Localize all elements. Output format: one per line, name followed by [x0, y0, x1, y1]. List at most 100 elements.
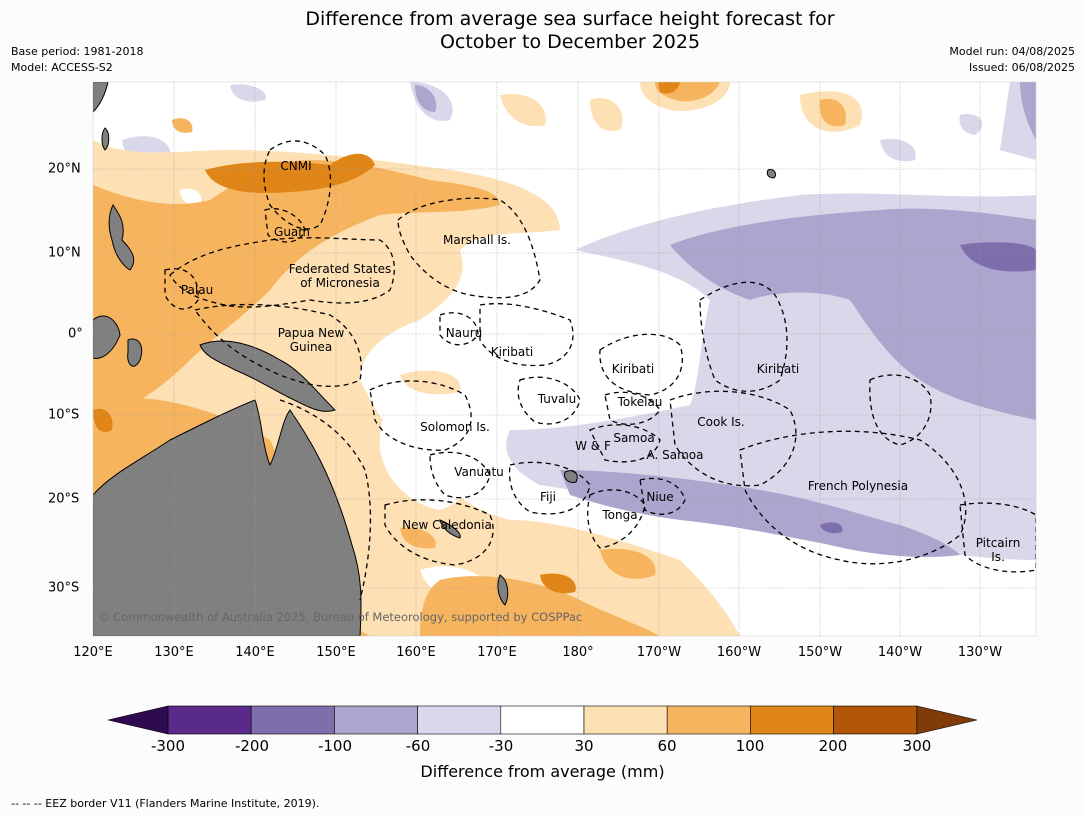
eez-fiji: [508, 461, 591, 515]
anomaly-light-orange: [400, 370, 461, 395]
eez-boundaries: [164, 140, 1036, 601]
region-palau: Palau: [180, 283, 214, 297]
region-nauru: Nauru: [445, 326, 483, 340]
region-cnmi: CNMI: [280, 159, 312, 173]
land-philippines: [108, 204, 135, 271]
meta-right: Model run: 04/08/2025 Issued: 06/08/2025: [949, 44, 1075, 76]
region-tokelau: Tokelau: [617, 395, 663, 409]
anomaly-medium-orange: [600, 548, 656, 579]
eez-niue: [639, 477, 686, 515]
region-solomon-islands: Solomon Is.: [420, 420, 490, 434]
colorbar-tick: 30: [574, 737, 594, 755]
land-australia: [93, 399, 362, 636]
lon-label: 140°W: [877, 645, 923, 660]
graticule: [93, 82, 1036, 636]
region-vanuatu: Vanuatu: [454, 465, 504, 479]
eez-solomon: [369, 380, 472, 451]
eez-fsm: [169, 237, 395, 308]
lat-label: 0°: [68, 326, 83, 342]
anomaly-light-orange: [500, 94, 546, 126]
lon-label: 160°W: [716, 645, 762, 660]
anomaly-light-purple: [880, 138, 916, 162]
anomaly-medium-purple: [670, 208, 1036, 420]
region-marshall-islands: Marshall Is.: [443, 233, 511, 247]
region-wallis-futuna: W & F: [575, 439, 611, 453]
colorbar-tick: 200: [818, 737, 848, 755]
anomaly-medium-purple: [415, 85, 437, 112]
lat-label: 30°S: [48, 580, 80, 596]
lon-label: 150°E: [316, 645, 356, 660]
region-micronesia: Federated States of Micronesia: [289, 262, 391, 290]
region-papua-new-guinea: Papua New Guinea: [278, 326, 345, 354]
colorbar-swatch: [583, 705, 668, 735]
lat-label: 20°S: [48, 491, 80, 507]
anomaly-dark-purple: [960, 242, 1036, 272]
anomaly-light-orange: [590, 98, 623, 131]
colorbar-tick: 60: [657, 737, 677, 755]
region-png-line-2: Guinea: [289, 340, 333, 354]
eez-tuvalu: [517, 376, 581, 425]
title-line-2: October to December 2025: [439, 31, 701, 53]
colorbar-swatch: [833, 705, 918, 735]
eez-kiribati-c: [599, 333, 683, 396]
land-new-guinea: [199, 340, 336, 412]
anomaly-medium-orange: [172, 118, 193, 133]
colorbar-swatch: [334, 705, 418, 735]
anomaly-medium-orange: [400, 527, 436, 549]
eez-footnote: -- -- -- EEZ border V11 (Flanders Marine…: [11, 797, 320, 810]
eez-kiribati-w: [479, 303, 574, 367]
region-kiribati-west: Kiribati: [490, 345, 534, 359]
region-kiribati-east: Kiribati: [756, 362, 800, 376]
land-hawaii: [766, 169, 777, 179]
lon-label: 180°: [562, 645, 594, 660]
map-title: Difference from average sea surface heig…: [0, 8, 1085, 54]
lat-label: 10°S: [48, 407, 80, 423]
lon-label: 170°W: [636, 645, 682, 660]
anomaly-light-purple: [959, 114, 983, 135]
region-cook-islands: Cook Is.: [697, 415, 745, 429]
title-line-1: Difference from average sea surface heig…: [305, 8, 835, 30]
anomaly-dark-orange: [205, 153, 375, 193]
meta-left: Base period: 1981-2018 Model: ACCESS-S2: [11, 44, 143, 76]
map-frame: [92, 81, 1037, 637]
lon-label: 170°E: [477, 645, 517, 660]
eez-palau: [164, 268, 199, 310]
anomaly-dark-orange: [93, 408, 113, 433]
colorbar-over-arrow: [916, 705, 978, 735]
region-french-polynesia: French Polynesia: [807, 479, 909, 493]
copyright-notice: © Commonwealth of Australia 2025, Bureau…: [98, 610, 583, 624]
eez-tonga: [587, 489, 646, 549]
eez-vanuatu: [429, 451, 491, 499]
region-fiji: Fiji: [539, 490, 557, 504]
model-run: Model run: 04/08/2025: [949, 45, 1075, 58]
colorbar-tick: 300: [902, 737, 932, 755]
colorbar-tick: -30: [488, 737, 514, 755]
colorbar-tick: -300: [150, 737, 186, 755]
region-tonga: Tonga: [602, 508, 638, 522]
region-pitcairn-line-2: Is.: [991, 550, 1005, 564]
anomaly-light-purple: [230, 84, 266, 102]
colorbar-swatch: [167, 705, 252, 735]
lat-label: 20°N: [48, 161, 81, 177]
colorbar-under-arrow: [107, 705, 169, 735]
anomaly-dark-purple: [820, 522, 843, 534]
land-new-caledonia: [439, 519, 461, 539]
region-pitcairn-line-1: Pitcairn: [975, 536, 1021, 550]
colorbar-swatch: [500, 705, 585, 735]
region-tuvalu: Tuvalu: [537, 392, 577, 406]
region-pitcairn: Pitcairn Is.: [976, 536, 1021, 564]
colorbar-tick: -200: [234, 737, 270, 755]
anomaly-medium-orange: [819, 98, 846, 127]
model-name: Model: ACCESS-S2: [11, 61, 113, 74]
land-sulawesi: [127, 338, 143, 367]
region-kiribati-central: Kiribati: [611, 362, 655, 376]
colorbar-swatch: [250, 705, 335, 735]
colorbar-swatch: [750, 705, 834, 735]
region-micronesia-line-2: of Micronesia: [300, 276, 380, 290]
lon-label: 120°E: [73, 645, 113, 660]
region-micronesia-line-1: Federated States: [288, 262, 392, 276]
anomaly-neutral: [180, 188, 202, 206]
lon-label: 150°W: [797, 645, 843, 660]
colorbar-label: Difference from average (mm): [420, 762, 665, 781]
colorbar-swatch: [417, 705, 502, 735]
